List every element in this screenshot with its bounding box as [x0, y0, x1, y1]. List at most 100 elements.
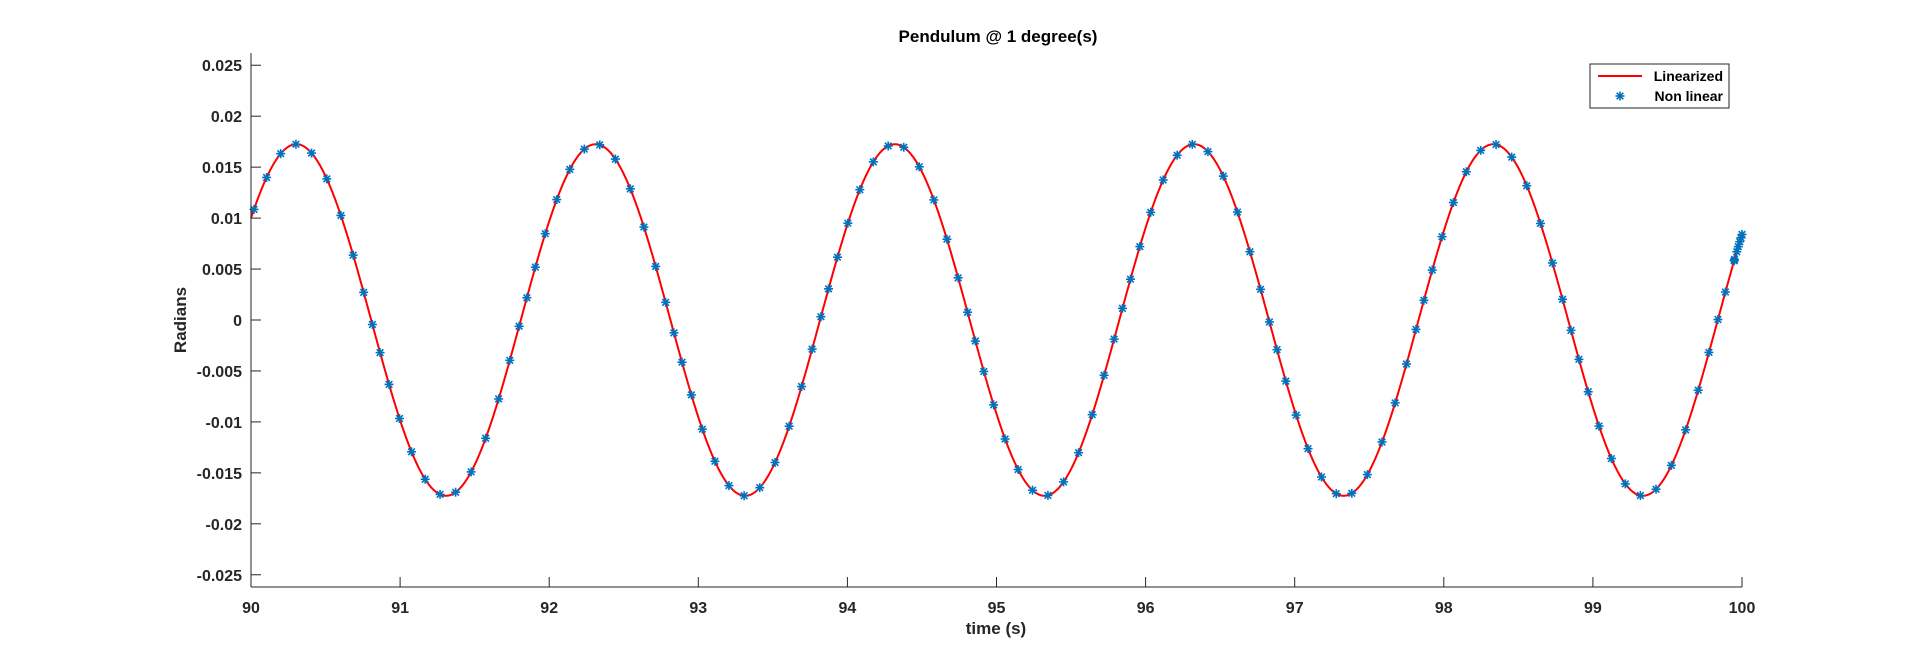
data-point — [1411, 324, 1421, 334]
data-point — [739, 491, 749, 501]
plot-frame — [251, 53, 1742, 587]
y-ticks: 0.025 0.02 0.015 0.01 0.005 0 -0.005 -0.01 -0.01… — [197, 58, 261, 585]
data-point — [1000, 434, 1010, 444]
x-tick-label: 91 — [391, 600, 409, 617]
x-tick-label: 94 — [839, 600, 857, 617]
data-point — [1087, 410, 1097, 420]
legend-swatch-non-linear — [1615, 91, 1625, 101]
data-point — [1606, 454, 1616, 464]
x-tick-label: 93 — [689, 600, 707, 617]
data-point — [1117, 303, 1127, 313]
data-point — [807, 344, 817, 354]
data-point — [855, 185, 865, 195]
data-point — [784, 421, 794, 431]
data-point — [1720, 287, 1730, 297]
data-point — [1476, 145, 1486, 155]
y-tick-label: 0.015 — [202, 160, 242, 177]
data-point — [1172, 150, 1182, 160]
data-point — [540, 229, 550, 239]
data-point — [1232, 207, 1242, 217]
data-point — [514, 321, 524, 331]
data-point — [1256, 284, 1266, 294]
y-tick-label: -0.025 — [197, 568, 242, 585]
data-point — [639, 222, 649, 232]
data-point — [1281, 376, 1291, 386]
data-point — [953, 273, 963, 283]
data-point — [1109, 334, 1119, 344]
data-point — [1693, 385, 1703, 395]
data-point — [494, 394, 504, 404]
plot-area: 90 91 92 93 94 95 96 97 98 99 100 0.0250.020.0150.… — [197, 53, 1755, 617]
data-point — [1203, 147, 1213, 157]
y-tick-label: 0.005 — [202, 262, 242, 279]
data-point — [1331, 489, 1341, 499]
data-point — [1437, 232, 1447, 242]
x-tick-label: 96 — [1137, 600, 1155, 617]
y-tick-label: -0.015 — [197, 466, 242, 483]
data-point — [435, 489, 445, 499]
data-point — [963, 307, 973, 317]
data-point — [843, 218, 853, 228]
data-point — [755, 483, 765, 493]
data-point — [1491, 139, 1501, 149]
data-point — [1347, 488, 1357, 498]
data-point — [420, 474, 430, 484]
data-point — [466, 467, 476, 477]
x-tick-label: 95 — [988, 600, 1006, 617]
data-point — [1566, 325, 1576, 335]
data-point — [262, 172, 272, 182]
data-point — [1419, 295, 1429, 305]
data-point — [1547, 258, 1557, 268]
data-point — [291, 139, 301, 149]
data-point — [1218, 171, 1228, 181]
data-point — [322, 174, 332, 184]
data-point — [522, 293, 532, 303]
data-point — [942, 234, 952, 244]
x-ticks: 90 91 92 93 94 95 96 97 98 99 100 — [242, 577, 1755, 617]
data-point — [1377, 437, 1387, 447]
y-tick-label: -0.02 — [206, 517, 243, 534]
y-tick-label: 0 — [233, 313, 242, 330]
data-point — [677, 357, 687, 367]
data-point — [407, 447, 417, 457]
series-markers-non-linear — [249, 139, 1747, 501]
data-point — [530, 262, 540, 272]
series-layer — [249, 139, 1747, 501]
data-point — [1362, 470, 1372, 480]
data-point — [1583, 387, 1593, 397]
data-point — [1558, 294, 1568, 304]
data-point — [1272, 345, 1282, 355]
data-point — [367, 320, 377, 330]
data-point — [686, 390, 696, 400]
data-point — [1291, 410, 1301, 420]
data-point — [651, 261, 661, 271]
data-point — [481, 433, 491, 443]
data-point — [1099, 370, 1109, 380]
y-tick-label: 0.01 — [211, 211, 242, 228]
data-point — [970, 336, 980, 346]
data-point — [1158, 175, 1168, 185]
data-point — [1390, 398, 1400, 408]
y-tick-label: -0.01 — [206, 415, 243, 432]
data-point — [816, 312, 826, 322]
y-tick-label: -0.005 — [197, 364, 242, 381]
data-point — [1681, 425, 1691, 435]
data-point — [824, 284, 834, 294]
data-point — [661, 297, 671, 307]
x-axis-label: time (s) — [966, 619, 1026, 638]
data-point — [1620, 479, 1630, 489]
data-point — [1666, 460, 1676, 470]
data-point — [1013, 464, 1023, 474]
legend-marker-icon — [1615, 91, 1625, 101]
data-point — [1427, 265, 1437, 275]
data-point — [1264, 317, 1274, 327]
data-point — [307, 148, 317, 158]
data-point — [505, 355, 515, 365]
data-point — [1448, 198, 1458, 208]
data-point — [1594, 421, 1604, 431]
data-point — [1574, 354, 1584, 364]
data-point — [1730, 254, 1740, 264]
data-point — [883, 141, 893, 151]
data-point — [724, 481, 734, 491]
